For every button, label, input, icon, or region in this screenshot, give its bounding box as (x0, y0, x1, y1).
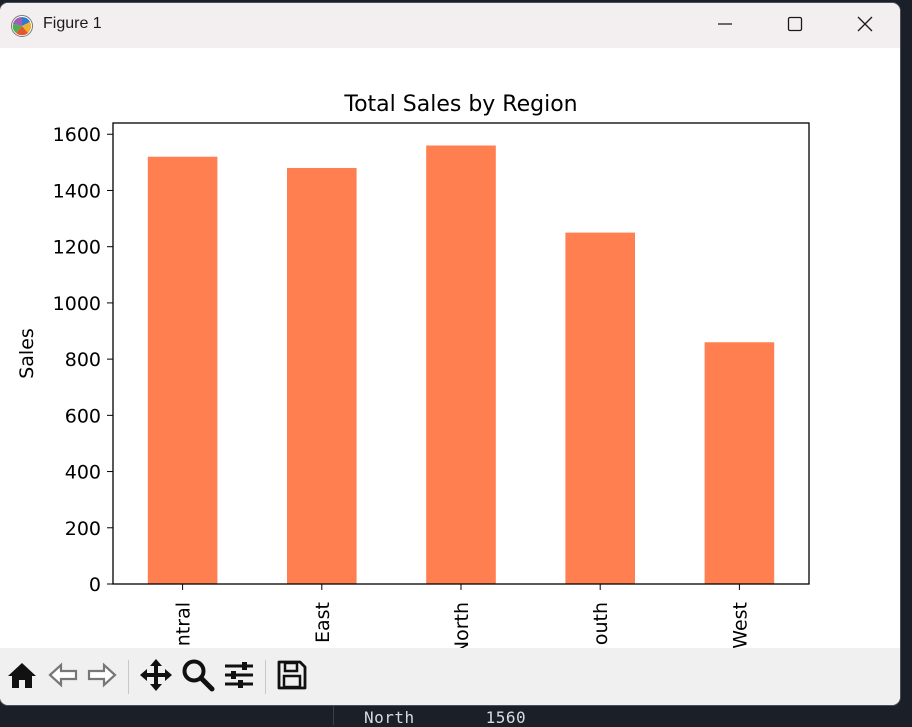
pan-button[interactable] (139, 658, 173, 696)
y-tick-label: 200 (65, 518, 101, 540)
forward-button[interactable] (85, 660, 119, 694)
save-icon (276, 659, 308, 695)
bar-east (287, 167, 357, 584)
forward-arrow-icon (86, 659, 118, 695)
maximize-icon (787, 16, 803, 36)
x-tick-label: West (729, 602, 751, 648)
minimize-button[interactable] (690, 3, 760, 48)
save-button[interactable] (275, 660, 309, 694)
configure-subplots-icon (223, 659, 255, 695)
terminal-divider (333, 703, 334, 725)
y-tick-label: 1000 (53, 293, 101, 315)
minimize-icon (717, 16, 733, 36)
y-tick-label: 800 (65, 349, 101, 371)
chart-title: Total Sales by Region (343, 92, 577, 117)
bar-north (426, 145, 496, 585)
y-tick-label: 400 (65, 462, 101, 484)
home-button[interactable] (5, 660, 39, 694)
matplotlib-icon (10, 14, 34, 38)
window-title: Figure 1 (43, 15, 102, 32)
pan-icon (139, 658, 173, 696)
x-tick-labels: ntral East North outh West (173, 602, 752, 648)
back-arrow-icon (47, 659, 79, 695)
zoom-button[interactable] (181, 658, 215, 696)
back-button[interactable] (46, 660, 80, 694)
x-tick-label: outh (590, 602, 612, 645)
configure-subplots-button[interactable] (222, 660, 256, 694)
figure-canvas[interactable]: 0 200 400 600 800 1000 1200 1400 1600 ntral East No… (0, 48, 900, 648)
y-axis-label: Sales (16, 328, 38, 379)
terminal-output-line: North 1560 (364, 708, 527, 727)
navigation-toolbar (0, 648, 900, 705)
title-bar[interactable]: Figure 1 (0, 3, 900, 48)
bar-west (704, 342, 775, 584)
x-tick-label: ntral (173, 602, 195, 646)
y-tick-label: 600 (65, 405, 101, 427)
x-tick-label: East (312, 602, 334, 643)
y-tick-label: 0 (89, 574, 101, 596)
toolbar-separator (265, 660, 266, 694)
home-icon (6, 659, 38, 695)
close-button[interactable] (830, 3, 900, 48)
bar-chart: 0 200 400 600 800 1000 1200 1400 1600 ntral East No… (16, 92, 810, 648)
close-icon (857, 16, 873, 36)
x-tick-label: North (451, 602, 473, 648)
y-tick-label: 1600 (53, 124, 101, 146)
maximize-button[interactable] (760, 3, 830, 48)
figure-window: Figure 1 0 200 400 600 800 1000 1200 1400 1600 nt… (0, 3, 900, 705)
toolbar-separator (128, 660, 129, 694)
bar-south (565, 232, 635, 584)
y-tick-label: 1400 (53, 180, 101, 202)
zoom-icon (181, 658, 215, 696)
bar-central (147, 156, 218, 585)
y-tick-label: 1200 (53, 237, 101, 259)
